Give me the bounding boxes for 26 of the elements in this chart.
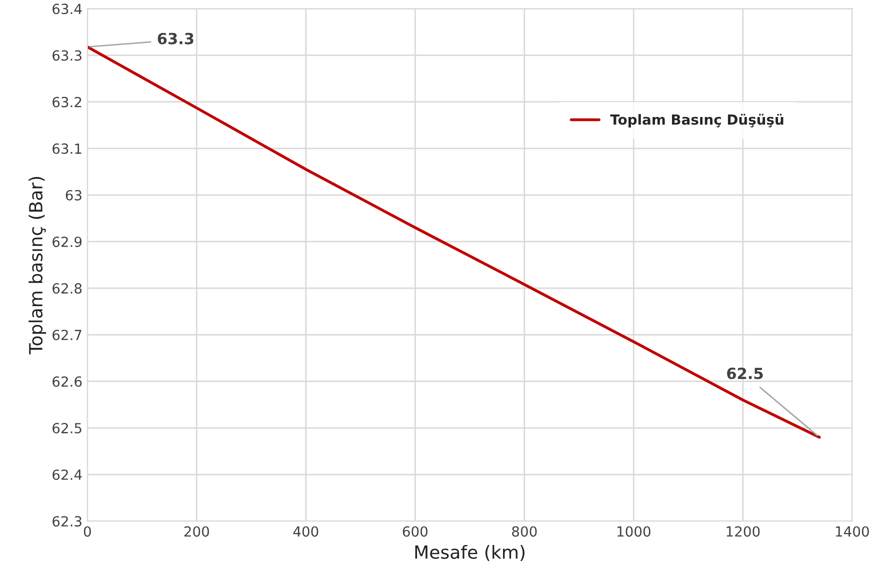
annotation: 63.3: [158, 32, 194, 44]
x-tick-label: 600: [402, 526, 428, 537]
y-tick-label: 62.5: [52, 422, 82, 434]
y-tick-label: 63.3: [52, 50, 82, 61]
y-tick-label: 62.9: [52, 236, 82, 248]
y-tick-label: 62.7: [52, 330, 82, 340]
x-tick-label: 800: [512, 526, 537, 537]
line-series: [87, 45, 821, 439]
x-tick-label: 400: [293, 526, 318, 537]
x-tick-label: 0: [84, 526, 91, 537]
x-tick-label: 200: [184, 526, 209, 537]
y-tick-label: 62.6: [52, 376, 82, 387]
y-tick-label: 63.2: [52, 96, 82, 108]
x-tick-label: 1400: [836, 526, 869, 537]
y-axis-title: Toplam basınç (Bar): [28, 176, 46, 354]
annotation: 62.5: [727, 368, 763, 380]
y-tick-label: 62.3: [52, 516, 82, 527]
y-tick-label: 63.1: [52, 143, 82, 154]
y-tick-label: 63: [66, 190, 82, 200]
y-tick-label: 62.4: [52, 469, 82, 480]
x-tick-label: 1200: [726, 526, 760, 537]
x-tick-label: 1000: [618, 526, 650, 537]
x-axis-title: Mesafe (km): [415, 544, 524, 562]
legend-label: Toplam Basınç Düşüşü: [610, 114, 784, 128]
y-tick-label: 62.8: [52, 283, 82, 294]
y-tick-label: 63.4: [52, 4, 82, 14]
